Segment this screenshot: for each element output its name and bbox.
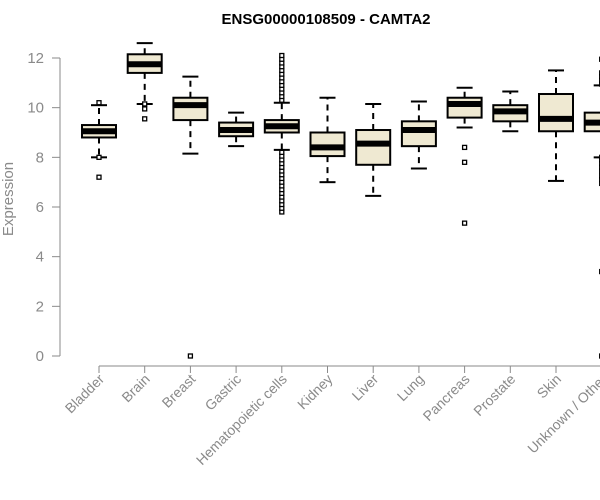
x-tick-label: Breast xyxy=(159,371,199,411)
box-iqr xyxy=(400,120,437,148)
x-tick-label: Prostate xyxy=(470,371,518,419)
box-iqr xyxy=(355,129,392,166)
box-prostate xyxy=(492,90,529,133)
x-tick-label: Liver xyxy=(349,371,382,404)
outlier-point xyxy=(461,159,468,165)
x-tick-label: Kidney xyxy=(294,371,336,413)
outlier-point xyxy=(96,100,102,106)
outlier-point xyxy=(461,220,468,226)
box-lung xyxy=(400,100,437,170)
box-iqr xyxy=(446,96,483,119)
y-tick-label: 12 xyxy=(27,50,44,67)
outlier-point xyxy=(142,106,148,112)
y-axis-label: Expression xyxy=(0,162,17,236)
y-tick-label: 2 xyxy=(36,298,44,315)
outlier-point xyxy=(461,144,468,151)
x-tick-label: Gastric xyxy=(202,371,245,414)
box-pancreas xyxy=(446,86,483,226)
x-tick-label: Pancreas xyxy=(420,371,473,424)
outlier-point xyxy=(96,154,102,160)
outlier-point xyxy=(187,353,194,359)
box-kidney xyxy=(309,96,346,184)
box-unknown-other xyxy=(583,56,600,359)
x-tick-label: Hematopoietic cells xyxy=(193,371,290,468)
chart-title: ENSG00000108509 - CAMTA2 xyxy=(222,11,431,28)
box-liver xyxy=(355,102,392,197)
box-iqr xyxy=(172,96,209,122)
y-tick-label: 0 xyxy=(36,348,44,365)
box-skin xyxy=(538,69,574,182)
box-iqr xyxy=(538,93,574,133)
x-tick-label: Lung xyxy=(394,371,427,404)
y-tick-label: 10 xyxy=(27,100,44,117)
y-tick-label: 8 xyxy=(36,149,44,166)
x-tick-label: Skin xyxy=(534,371,565,402)
outlier-point xyxy=(142,101,148,107)
box-gastric xyxy=(218,111,255,148)
box-breast xyxy=(172,75,209,359)
box-hematopoietic-cells xyxy=(263,52,300,215)
box-brain xyxy=(126,42,163,122)
y-axis: 0 2 4 6 8 10 12 xyxy=(27,50,61,365)
x-tick-label: Bladder xyxy=(62,371,108,417)
outlier-point xyxy=(96,174,102,180)
box-bladder xyxy=(81,100,117,180)
outlier-point xyxy=(279,52,285,59)
outlier-point xyxy=(142,116,148,122)
boxes-layer xyxy=(81,42,600,359)
y-tick-label: 4 xyxy=(36,249,44,266)
y-tick-label: 6 xyxy=(36,199,44,216)
box-iqr xyxy=(309,131,346,158)
outlier-point xyxy=(279,149,285,156)
x-tick-label: Brain xyxy=(118,371,152,405)
